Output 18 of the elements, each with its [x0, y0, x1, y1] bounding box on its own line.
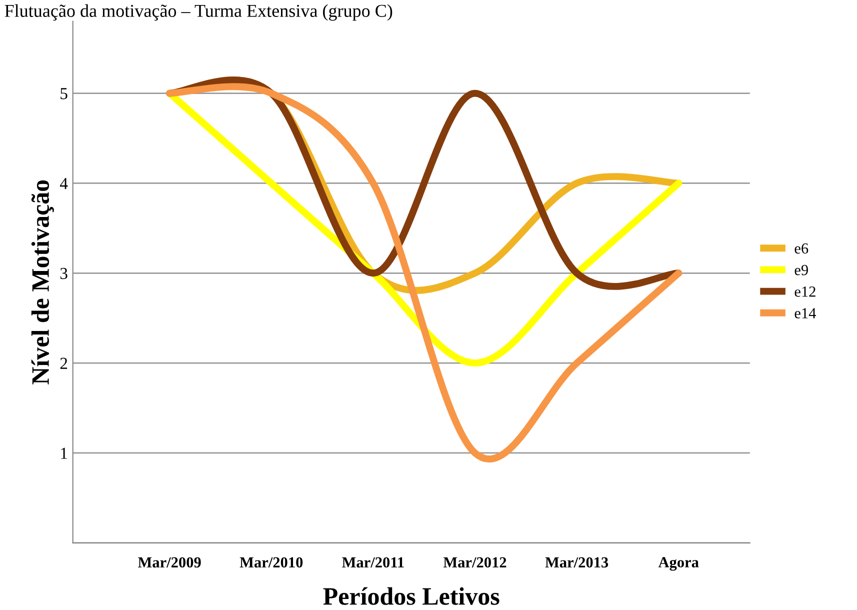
x-tick-label: Mar/2009: [138, 557, 201, 568]
y-tick-label: 3: [60, 268, 68, 280]
y-tick-label: 1: [61, 448, 67, 459]
x-tick-label: Mar/2010: [240, 557, 303, 568]
legend-label: e12: [794, 286, 816, 297]
y-axis-title: Nível de Motivação: [31, 180, 54, 384]
y-tick-label: 5: [60, 88, 68, 100]
chart-title: Flutuação da motivação – Turma Extensiva (grupo C): [4, 4, 392, 21]
x-tick-label: Agora: [658, 557, 699, 571]
legend-label: e14: [794, 308, 816, 318]
y-tick-label: 4: [60, 178, 68, 189]
legend-label: e6: [794, 243, 808, 254]
x-tick-label: Mar/2011: [342, 557, 404, 568]
x-tick-label: Mar/2013: [545, 557, 608, 568]
x-tick-label: Mar/2012: [443, 557, 506, 568]
legend-label: e9: [794, 264, 808, 276]
y-tick-label: 2: [60, 358, 68, 369]
x-axis-title: Períodos Letivos: [323, 587, 500, 605]
